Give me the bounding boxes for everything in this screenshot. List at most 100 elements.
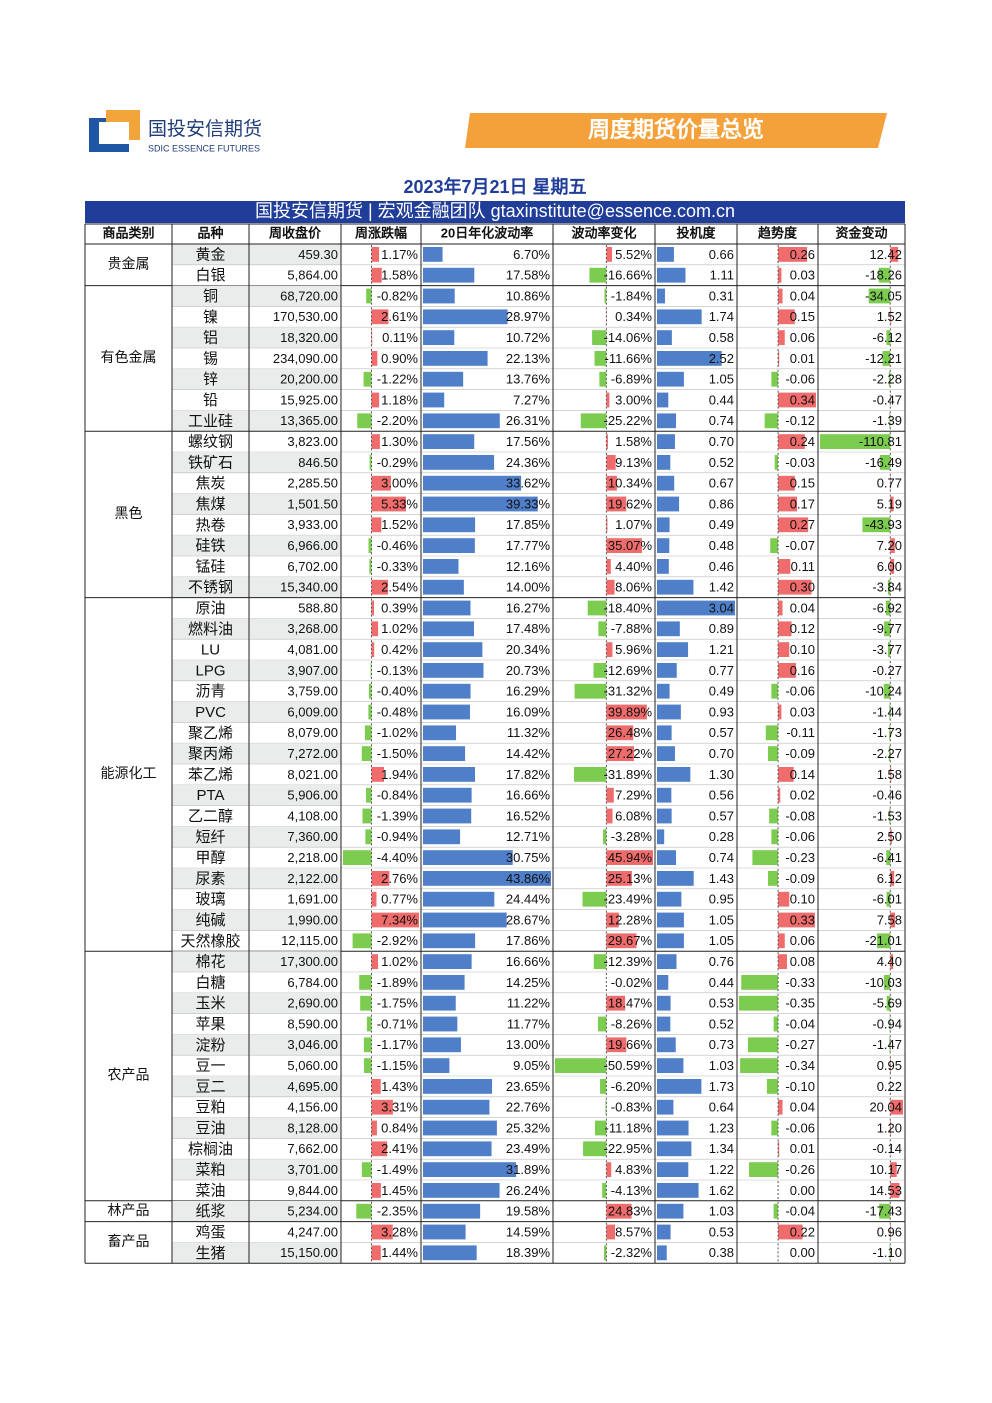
cell-value: -22.95% xyxy=(604,1141,653,1156)
cell-value: 1.22 xyxy=(709,1162,734,1177)
data-bar xyxy=(778,475,795,491)
cell-value: 6,702.00 xyxy=(287,559,338,574)
data-bar xyxy=(657,954,677,969)
cell-value: -0.34 xyxy=(785,1058,815,1073)
commodity-name: 生猪 xyxy=(195,1245,225,1262)
data-bar xyxy=(595,1120,607,1136)
data-bar xyxy=(778,642,790,657)
data-bar xyxy=(888,746,891,761)
data-bar xyxy=(423,767,476,782)
cell-value: -2.35% xyxy=(377,1204,419,1219)
data-bar xyxy=(886,330,891,345)
data-bar xyxy=(423,663,484,678)
data-bar xyxy=(423,1099,490,1115)
cell-value: 3,907.00 xyxy=(287,663,338,678)
row-shade xyxy=(172,826,341,848)
cell-value: 16.52% xyxy=(506,808,551,823)
data-bar xyxy=(423,871,551,886)
cell-value: 1.30 xyxy=(709,767,734,782)
cell-value: 5,060.00 xyxy=(287,1058,338,1073)
cell-value: 8,021.00 xyxy=(287,767,338,782)
cell-value: -1.47 xyxy=(872,1037,902,1052)
cell-value: 0.27 xyxy=(790,517,815,532)
commodity-name: 玻璃 xyxy=(195,891,225,908)
cell-value: 0.15 xyxy=(790,309,815,324)
cell-value: 16.29% xyxy=(506,684,551,699)
cell-value: -0.26 xyxy=(785,1162,815,1177)
data-bar xyxy=(606,475,617,491)
data-bar xyxy=(574,683,607,699)
cell-value: -6.41 xyxy=(872,850,902,865)
data-bar xyxy=(589,267,607,283)
data-bar xyxy=(423,642,483,657)
data-bar xyxy=(771,829,779,845)
report-date: 2023年7月21日 星期五 xyxy=(403,176,586,197)
data-bar xyxy=(778,912,815,928)
data-bar xyxy=(606,434,608,449)
cell-value: 3.04 xyxy=(709,600,734,615)
row-shade xyxy=(172,743,341,764)
data-bar xyxy=(423,683,471,699)
cell-value: -18.40% xyxy=(604,600,653,615)
data-bar xyxy=(597,1016,607,1032)
cell-value: 6,966.00 xyxy=(287,538,338,553)
data-bar xyxy=(423,787,472,803)
cell-value: 0.04 xyxy=(790,288,815,303)
cell-value: 18.39% xyxy=(506,1245,551,1260)
data-bar xyxy=(600,1079,607,1094)
cell-value: 0.01 xyxy=(790,351,815,366)
cell-value: 6,784.00 xyxy=(287,975,338,990)
cell-value: -18.26 xyxy=(865,268,902,283)
cell-value: 0.34 xyxy=(790,392,815,407)
cell-value: 0.74 xyxy=(709,413,734,428)
data-bar xyxy=(774,455,779,470)
group-name: 贵金属 xyxy=(108,256,150,272)
cell-value: 20.73% xyxy=(506,663,551,678)
cell-value: -6.89% xyxy=(611,372,653,387)
data-bar xyxy=(606,247,612,262)
row-shade xyxy=(172,535,341,556)
cell-value: 170,530.00 xyxy=(273,309,338,324)
commodity-name: LPG xyxy=(195,662,225,679)
cell-value: 24.83% xyxy=(608,1204,653,1219)
cell-value: 30.75% xyxy=(506,850,551,865)
cell-value: 0.34% xyxy=(615,309,652,324)
row-shade xyxy=(172,1159,341,1180)
cell-value: 22.13% xyxy=(506,351,551,366)
data-bar xyxy=(771,1120,779,1136)
row-shade xyxy=(172,244,341,265)
data-bar xyxy=(603,829,607,845)
cell-value: 0.57 xyxy=(709,725,734,740)
cell-value: -2.32% xyxy=(611,1245,653,1260)
commodity-name: 短纤 xyxy=(195,829,225,846)
cell-value: 1.18% xyxy=(381,392,418,407)
row-shade xyxy=(172,951,341,972)
header-cell: 趋势度 xyxy=(758,225,798,240)
row-shade xyxy=(172,576,341,598)
data-bar xyxy=(423,912,507,928)
commodity-name: 聚丙烯 xyxy=(188,746,233,763)
cell-value: 0.76 xyxy=(709,954,734,969)
cell-value: 16.09% xyxy=(506,704,551,719)
cell-value: 0.52 xyxy=(709,1016,734,1031)
data-bar xyxy=(423,995,456,1011)
row-shade xyxy=(172,868,341,889)
cell-value: 39.89% xyxy=(608,704,653,719)
cell-value: 0.15 xyxy=(790,476,815,491)
data-bar xyxy=(583,1141,607,1157)
data-bar xyxy=(368,538,372,553)
data-bar xyxy=(764,413,779,429)
cell-value: 0.57 xyxy=(709,808,734,823)
data-bar xyxy=(371,267,382,283)
cell-value: 1.58% xyxy=(615,434,652,449)
data-bar xyxy=(657,1037,676,1053)
data-bar xyxy=(606,850,653,865)
commodity-name: 豆一 xyxy=(195,1058,225,1075)
cell-value: 16.27% xyxy=(506,600,551,615)
commodity-name: 铜 xyxy=(203,288,218,305)
cell-value: 1.43% xyxy=(381,1079,418,1094)
data-bar xyxy=(778,600,783,616)
commodity-name: 鸡蛋 xyxy=(195,1224,225,1241)
cell-value: -0.06 xyxy=(785,372,815,387)
